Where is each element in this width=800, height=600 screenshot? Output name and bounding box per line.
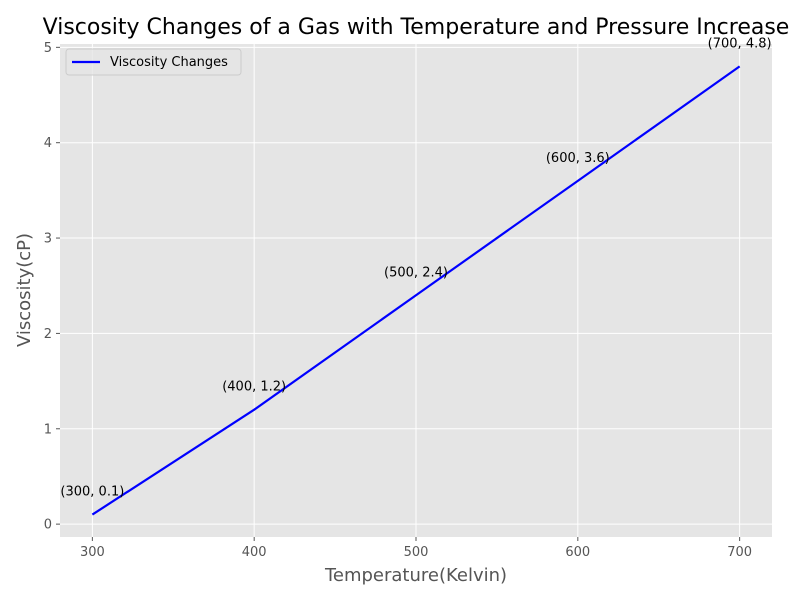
chart-title: Viscosity Changes of a Gas with Temperat…: [43, 15, 790, 40]
y-tick-label: 1: [44, 422, 52, 437]
y-tick-label: 5: [44, 41, 52, 56]
x-tick-label: 600: [565, 545, 590, 560]
y-axis-label: Viscosity(cP): [14, 233, 35, 347]
point-label: (400, 1.2): [222, 380, 286, 395]
point-label: (500, 2.4): [384, 265, 448, 280]
x-tick-labels: 300 400 500 600 700: [80, 537, 752, 560]
x-gridlines: [91, 44, 741, 537]
legend-label: Viscosity Changes: [110, 55, 228, 70]
series-line: [91, 65, 741, 516]
point-label: (700, 4.8): [708, 36, 772, 51]
point-label: (600, 3.6): [546, 151, 610, 166]
y-tick-label: 4: [44, 136, 52, 151]
y-tick-label: 0: [44, 518, 52, 533]
legend: Viscosity Changes: [65, 48, 242, 76]
y-gridlines: [60, 46, 772, 525]
y-tick-labels: 0 1 2 3 4 5: [44, 41, 60, 533]
x-axis-label: Temperature(Kelvin): [324, 565, 507, 586]
x-tick-label: 700: [727, 545, 752, 560]
legend-box: [65, 48, 242, 76]
x-tick-label: 400: [242, 545, 267, 560]
point-label: (300, 0.1): [60, 485, 124, 500]
x-tick-label: 500: [404, 545, 429, 560]
series-layer: [91, 65, 741, 516]
x-tick-label: 300: [80, 545, 105, 560]
point-labels: (300, 0.1) (400, 1.2) (500, 2.4) (600, 3.6)…: [60, 36, 771, 499]
y-tick-label: 2: [44, 327, 52, 342]
y-tick-label: 3: [44, 232, 52, 247]
